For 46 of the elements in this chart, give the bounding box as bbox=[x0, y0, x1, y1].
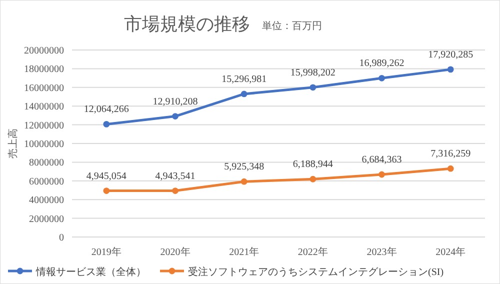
chart-title: 市場規模の推移 bbox=[124, 14, 250, 34]
legend-label: 受注ソフトウェアのうちシステムインテグレーション(SI) bbox=[188, 266, 444, 278]
point bbox=[103, 121, 110, 128]
data-label: 16,989,262 bbox=[359, 58, 404, 70]
data-label: 6,188,944 bbox=[292, 159, 333, 170]
data-label: 15,998,202 bbox=[290, 67, 336, 78]
x-tick-label: 2020年 bbox=[160, 246, 190, 258]
y-tick-label: 2000000 bbox=[29, 214, 64, 225]
point bbox=[240, 90, 248, 98]
point bbox=[103, 188, 110, 194]
y-tick-label: 0 bbox=[59, 232, 64, 244]
point bbox=[172, 113, 178, 120]
data-label: 7,316,259 bbox=[430, 148, 471, 160]
point bbox=[172, 188, 178, 194]
point bbox=[447, 66, 454, 73]
data-label: 12,064,266 bbox=[84, 104, 129, 116]
point bbox=[310, 176, 316, 182]
data-label: 6,684,363 bbox=[362, 154, 402, 166]
point bbox=[240, 178, 248, 185]
x-tick-label: 2021年 bbox=[229, 246, 260, 258]
point bbox=[447, 165, 454, 172]
x-tick-label: 2022年 bbox=[298, 246, 328, 258]
y-axis-title: 売上高 bbox=[7, 128, 19, 158]
y-tick-label: 12000000 bbox=[24, 120, 64, 132]
x-tick-label: 2024年 bbox=[436, 246, 466, 258]
legend-label: 情報サービス業（全体） bbox=[35, 266, 146, 278]
point bbox=[378, 171, 385, 178]
data-label: 15,296,981 bbox=[222, 74, 267, 85]
y-tick-label: 20000000 bbox=[24, 46, 64, 56]
data-label: 4,945,054 bbox=[86, 170, 126, 182]
y-tick-label: 4000000 bbox=[29, 195, 64, 206]
y-tick-label: 16000000 bbox=[24, 82, 64, 94]
chart-subtitle: 単位：百万円 bbox=[262, 20, 322, 32]
x-tick-label: 2023年 bbox=[366, 246, 397, 258]
y-tick-label: 6000000 bbox=[29, 176, 64, 188]
y-tick-label: 14000000 bbox=[24, 102, 64, 113]
data-label: 12,910,208 bbox=[152, 96, 198, 108]
data-label: 17,920,285 bbox=[428, 49, 474, 60]
point bbox=[378, 74, 385, 82]
x-tick-label: 2019年 bbox=[91, 246, 122, 258]
y-tick-label: 10000000 bbox=[24, 139, 64, 150]
point bbox=[310, 84, 316, 91]
data-label: 4,943,541 bbox=[155, 170, 196, 182]
y-tick-label: 8000000 bbox=[29, 158, 64, 169]
y-tick-label: 18000000 bbox=[24, 64, 64, 76]
data-label: 5,925,348 bbox=[224, 162, 264, 173]
